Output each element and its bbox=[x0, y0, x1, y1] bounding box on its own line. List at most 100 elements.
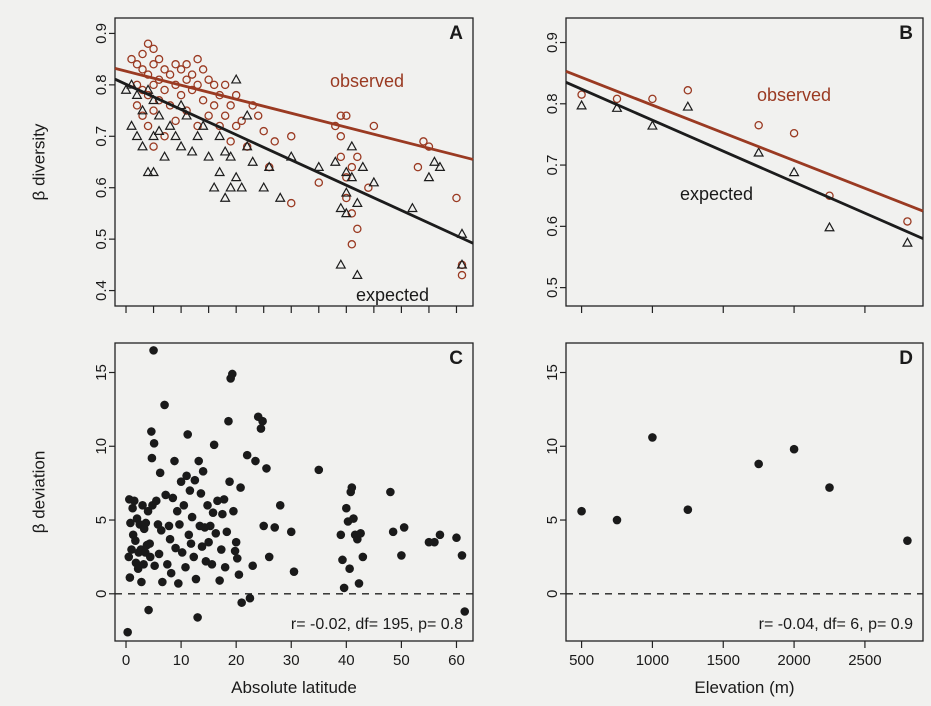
observed-fit-line bbox=[565, 70, 924, 213]
observed-annotation: observed bbox=[330, 71, 404, 91]
expected-point bbox=[131, 130, 143, 141]
expected-point bbox=[335, 259, 347, 269]
expected-point bbox=[824, 221, 835, 232]
deviation-point bbox=[397, 551, 406, 560]
expected-fit-line bbox=[114, 77, 474, 245]
y-tick-label: 10 bbox=[544, 438, 561, 455]
expected-point bbox=[788, 166, 800, 177]
deviation-point bbox=[336, 530, 346, 540]
deviation-point bbox=[386, 487, 395, 497]
expected-point bbox=[131, 89, 143, 99]
deviation-point bbox=[457, 551, 467, 560]
observed-point bbox=[149, 142, 158, 151]
observed-point bbox=[160, 132, 169, 141]
expected-point bbox=[274, 192, 286, 202]
deviation-point bbox=[158, 577, 167, 587]
deviation-point bbox=[182, 471, 191, 481]
deviation-point bbox=[230, 546, 240, 556]
observed-point bbox=[171, 60, 180, 69]
deviation-point bbox=[219, 495, 229, 504]
observed-point bbox=[903, 217, 912, 226]
expected-point bbox=[225, 151, 237, 161]
observed-point bbox=[413, 162, 423, 172]
deviation-point bbox=[124, 552, 134, 562]
deviation-point bbox=[145, 552, 155, 562]
panel-label: B bbox=[899, 23, 913, 44]
observed-point bbox=[336, 111, 346, 120]
expected-point bbox=[335, 202, 347, 213]
observed-fit-line bbox=[114, 67, 474, 161]
expected-point bbox=[186, 145, 198, 156]
y-tick-label: 15 bbox=[93, 364, 110, 381]
deviation-point bbox=[231, 537, 241, 547]
deviation-point bbox=[203, 500, 212, 510]
observed-point bbox=[138, 111, 147, 120]
x-tick-label: 500 bbox=[569, 652, 594, 669]
expected-point bbox=[241, 140, 253, 151]
deviation-point bbox=[270, 523, 280, 532]
expected-point bbox=[346, 140, 358, 151]
deviation-point bbox=[179, 500, 189, 510]
observed-point bbox=[347, 240, 357, 249]
expected-point bbox=[148, 166, 159, 177]
y-tick-label: 5 bbox=[544, 516, 561, 524]
deviation-point bbox=[177, 548, 187, 557]
deviation-point bbox=[149, 346, 158, 355]
deviation-point bbox=[160, 400, 169, 410]
expected-point bbox=[753, 146, 765, 157]
deviation-point bbox=[430, 537, 439, 547]
x-tick-label: 1500 bbox=[707, 652, 740, 669]
deviation-point bbox=[152, 496, 161, 506]
deviation-point bbox=[127, 545, 136, 554]
deviation-point bbox=[347, 483, 357, 492]
expected-point bbox=[230, 171, 242, 182]
deviation-point bbox=[168, 493, 178, 503]
y-axis-label: β deviation bbox=[29, 451, 48, 534]
deviation-point bbox=[194, 456, 204, 466]
expected-point bbox=[576, 99, 587, 110]
observed-point bbox=[231, 121, 241, 131]
expected-point bbox=[137, 104, 148, 115]
x-tick-label: 2500 bbox=[848, 652, 881, 669]
expected-point bbox=[313, 161, 325, 171]
observed-point bbox=[419, 137, 428, 146]
expected-point bbox=[164, 120, 176, 130]
observed-point bbox=[149, 44, 158, 54]
deviation-point bbox=[139, 559, 148, 569]
deviation-point bbox=[435, 530, 445, 540]
observed-point bbox=[143, 121, 153, 131]
observed-point bbox=[237, 116, 246, 126]
deviation-point bbox=[181, 562, 190, 572]
deviation-point bbox=[198, 467, 208, 476]
deviation-point bbox=[577, 506, 586, 516]
deviation-point bbox=[126, 518, 135, 528]
deviation-point bbox=[228, 369, 237, 379]
observed-point bbox=[342, 193, 351, 203]
deviation-point bbox=[388, 527, 398, 537]
y-tick-label: 0.8 bbox=[544, 93, 561, 114]
y-tick-label: 0.5 bbox=[544, 277, 561, 298]
deviation-point bbox=[259, 521, 269, 531]
deviation-point bbox=[161, 490, 170, 500]
expected-point bbox=[148, 130, 159, 141]
observed-point bbox=[165, 70, 175, 79]
deviation-point bbox=[164, 521, 174, 531]
expected-point bbox=[407, 202, 418, 213]
deviation-point bbox=[163, 559, 172, 569]
observed-point bbox=[577, 90, 586, 99]
deviation-point bbox=[275, 500, 285, 510]
x-tick-label: 1000 bbox=[636, 652, 669, 669]
y-tick-label: 0.9 bbox=[544, 32, 561, 53]
deviation-point bbox=[185, 486, 195, 495]
expected-point bbox=[682, 101, 694, 111]
y-tick-label: 0.7 bbox=[544, 155, 561, 176]
deviation-point bbox=[125, 573, 135, 582]
expected-point bbox=[137, 140, 148, 151]
x-axis-label: Elevation (m) bbox=[694, 678, 794, 697]
expected-point bbox=[351, 197, 363, 207]
y-tick-label: 0.6 bbox=[93, 177, 110, 198]
deviation-point bbox=[137, 577, 146, 587]
deviation-point bbox=[189, 552, 199, 562]
observed-point bbox=[149, 60, 158, 69]
expected-point bbox=[346, 171, 358, 182]
